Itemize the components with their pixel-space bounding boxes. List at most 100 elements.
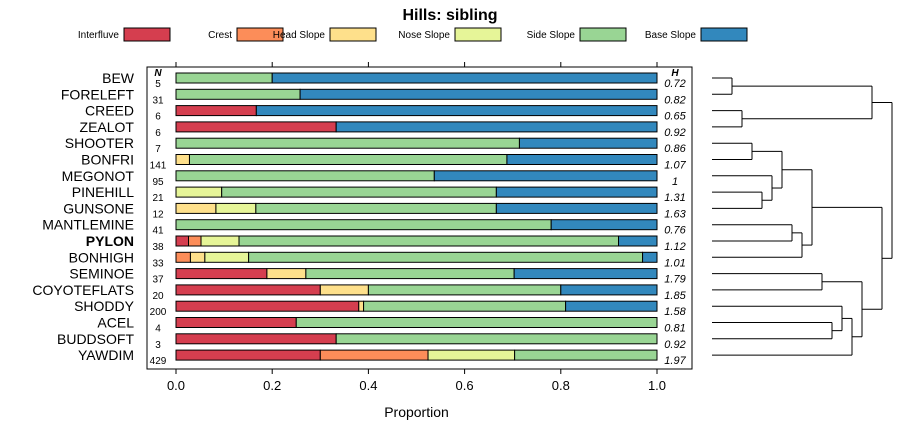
bar-segment <box>215 202 257 214</box>
n-value: 31 <box>152 95 164 106</box>
h-value: 0.81 <box>664 323 685 335</box>
x-axis: 0.0 0.2 0.4 0.6 0.8 1.0 <box>167 62 666 393</box>
bar-segment <box>299 88 658 100</box>
bar-segment <box>175 121 337 133</box>
row-label: COYOTEFLATS <box>32 282 134 298</box>
bar-segment <box>175 105 257 117</box>
bar-segment <box>189 251 206 263</box>
plot-frame <box>146 66 693 370</box>
bar-segment <box>255 202 497 214</box>
legend-label: Head Slope <box>273 30 326 41</box>
legend-swatch <box>329 27 377 42</box>
bar-segment <box>175 300 360 312</box>
x-tick-label: 0.8 <box>552 378 570 393</box>
row-label: SHODDY <box>74 298 135 314</box>
legend-swatch <box>236 27 284 42</box>
bar-segment <box>175 137 520 149</box>
bar-segment <box>175 72 273 84</box>
h-value: 0.92 <box>664 339 685 351</box>
legend-label: Nose Slope <box>398 30 450 41</box>
legend-swatch <box>454 27 502 42</box>
bar-segment <box>188 154 508 165</box>
n-value: 5 <box>155 79 161 90</box>
h-value: 1.97 <box>664 355 686 367</box>
bar-segment <box>175 284 321 296</box>
row-label: SHOOTER <box>65 135 134 151</box>
legend-label: Base Slope <box>645 30 697 41</box>
bar-segment <box>305 268 515 280</box>
bar-segment <box>175 186 223 198</box>
h-value: 0.72 <box>664 78 685 90</box>
h-value: 1.12 <box>664 241 685 253</box>
bar-segment <box>204 251 250 263</box>
n-column-header: N <box>154 68 162 79</box>
bar-segment <box>513 268 658 280</box>
h-value: 0.92 <box>664 127 685 139</box>
n-value: 200 <box>150 307 167 318</box>
bar-segment <box>175 333 337 345</box>
x-tick-label: 0.0 <box>167 378 185 393</box>
row-label: BEW <box>102 70 135 86</box>
bar-segment <box>175 202 217 214</box>
bar-segment <box>175 235 190 247</box>
n-value: 4 <box>155 324 161 335</box>
row-label: SEMINOE <box>69 266 134 282</box>
n-value: 7 <box>155 144 161 155</box>
h-column-header: H <box>671 68 679 79</box>
bar-segment <box>495 202 658 214</box>
row-label: GUNSONE <box>63 200 134 216</box>
bar-segment <box>175 170 435 182</box>
n-value: 41 <box>152 226 164 237</box>
h-value: 1.01 <box>664 257 685 269</box>
bar-segment <box>295 317 658 328</box>
row-label: BONHIGH <box>69 249 134 265</box>
bar-segment <box>335 333 658 345</box>
x-axis-title: Proportion <box>384 404 449 420</box>
h-value: 1.79 <box>664 274 685 286</box>
bar-segment <box>319 349 429 361</box>
row-label: ACEL <box>97 315 134 331</box>
bar-segment <box>514 349 658 361</box>
bar-segment <box>255 105 658 117</box>
row-label: PYLON <box>86 233 134 249</box>
x-tick-label: 0.4 <box>359 378 377 393</box>
bar-segment <box>560 284 658 296</box>
legend-label: Interfluve <box>78 30 120 41</box>
row-label: YAWDIM <box>78 347 134 363</box>
row-label: FORELEFT <box>61 86 135 102</box>
n-value: 20 <box>152 291 164 302</box>
row-label: MEGONOT <box>62 168 135 184</box>
bar-segment <box>175 88 301 100</box>
bar-segment <box>175 154 190 165</box>
h-value: 1.07 <box>664 160 686 172</box>
n-value: 33 <box>152 258 164 269</box>
legend: Interfluve Crest Head Slope Nose Slope Side … <box>78 27 748 42</box>
bar-segment <box>238 235 620 247</box>
legend-label: Side Slope <box>527 30 576 41</box>
bar-segment <box>495 186 658 198</box>
n-value: 6 <box>155 112 161 123</box>
n-value: 3 <box>155 340 161 351</box>
n-value: 141 <box>150 161 167 172</box>
row-label: CREED <box>85 103 134 119</box>
h-value: 0.65 <box>664 111 686 123</box>
n-value: 12 <box>152 209 164 220</box>
row-label: BONFRI <box>81 152 134 168</box>
h-value: 1 <box>672 176 678 188</box>
chart-title: Hills: sibling <box>402 7 497 24</box>
bar-segment <box>175 317 297 328</box>
bar-segment <box>363 300 567 312</box>
bar-segment <box>200 235 240 247</box>
bar-segment <box>248 251 644 263</box>
bar-segment <box>550 219 658 231</box>
row-label: BUDDSOFT <box>57 331 134 347</box>
h-value: 0.76 <box>664 225 686 237</box>
h-value: 0.86 <box>664 143 686 155</box>
bar-segment <box>221 186 497 198</box>
legend-swatch <box>123 27 171 42</box>
bar-segment <box>358 300 365 312</box>
bar-segment <box>175 251 191 263</box>
bar-segment <box>565 300 658 312</box>
legend-swatch <box>579 27 627 42</box>
